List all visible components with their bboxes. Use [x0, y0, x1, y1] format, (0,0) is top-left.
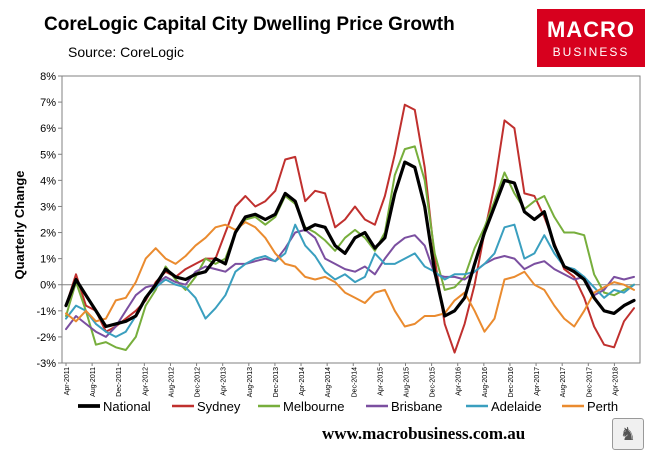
- y-tick-label: 2%: [40, 228, 56, 240]
- x-tick-label: Apr-2014: [299, 367, 306, 396]
- y-tick-label: -3%: [36, 358, 56, 370]
- x-tick-label: Apr-2017: [534, 367, 541, 396]
- x-tick-label: Aug-2011: [90, 367, 97, 397]
- macrobusiness-logo: MACRO BUSINESS: [537, 9, 645, 67]
- website-url: www.macrobusiness.com.au: [322, 424, 526, 443]
- x-tick-label: Dec-2017: [586, 367, 593, 397]
- legend-label-melbourne: Melbourne: [283, 399, 344, 414]
- legend-label-perth: Perth: [587, 399, 618, 414]
- series-line-brisbane: [65, 228, 635, 338]
- y-tick-label: 1%: [40, 254, 56, 266]
- x-tick-label: Dec-2011: [116, 367, 123, 397]
- logo-top-text: MACRO: [546, 17, 636, 42]
- x-tick-label: Apr-2015: [377, 367, 384, 396]
- x-tick-label: Aug-2013: [247, 367, 254, 397]
- y-tick-label: 6%: [40, 123, 56, 135]
- x-tick-label: Aug-2017: [560, 367, 567, 397]
- chart-subtitle: Source: CoreLogic: [68, 44, 184, 60]
- y-tick-label: 5%: [40, 149, 56, 161]
- wolf-icon: ♞: [612, 418, 644, 450]
- x-tick-label: Apr-2013: [221, 367, 228, 396]
- y-tick-label: -1%: [36, 306, 56, 318]
- x-tick-label: Aug-2016: [482, 367, 489, 397]
- y-tick-label: 3%: [40, 201, 56, 213]
- logo-bottom-text: BUSINESS: [552, 45, 630, 59]
- x-tick-label: Apr-2011: [64, 367, 71, 395]
- y-tick-label: 8%: [40, 71, 56, 83]
- x-tick-label: Aug-2012: [168, 367, 175, 397]
- chart-title: CoreLogic Capital City Dwelling Price Gr…: [44, 14, 455, 35]
- y-tick-label: 4%: [40, 175, 56, 187]
- x-tick-label: Aug-2015: [403, 367, 410, 397]
- legend-label-adelaide: Adelaide: [491, 399, 542, 414]
- x-tick-label: Dec-2013: [273, 367, 280, 397]
- x-tick-label: Apr-2018: [612, 367, 619, 396]
- x-tick-label: Dec-2016: [508, 367, 515, 397]
- x-tick-label: Apr-2016: [456, 367, 463, 396]
- series-line-adelaide: [65, 223, 635, 338]
- y-axis-label: Quarterly Change: [12, 170, 27, 279]
- x-tick-label: Apr-2012: [142, 367, 149, 396]
- legend-label-brisbane: Brisbane: [391, 399, 442, 414]
- legend: National Sydney Melbourne Brisbane Adelaide P…: [78, 399, 618, 414]
- plot-frame: [61, 75, 641, 364]
- series-line-national: [64, 160, 636, 329]
- x-tick-label: Dec-2014: [351, 367, 358, 397]
- x-tick-label: Aug-2014: [325, 367, 332, 397]
- legend-label-sydney: Sydney: [197, 399, 241, 414]
- y-tick-label: -2%: [36, 332, 56, 344]
- x-tick-label: Dec-2012: [195, 367, 202, 397]
- legend-label-national: National: [103, 399, 151, 414]
- x-tick-label: Dec-2015: [430, 367, 437, 397]
- y-tick-label: 7%: [40, 97, 56, 109]
- series-line-perth: [65, 221, 635, 333]
- series-layer: [64, 103, 636, 354]
- y-tick-label: 0%: [40, 280, 56, 292]
